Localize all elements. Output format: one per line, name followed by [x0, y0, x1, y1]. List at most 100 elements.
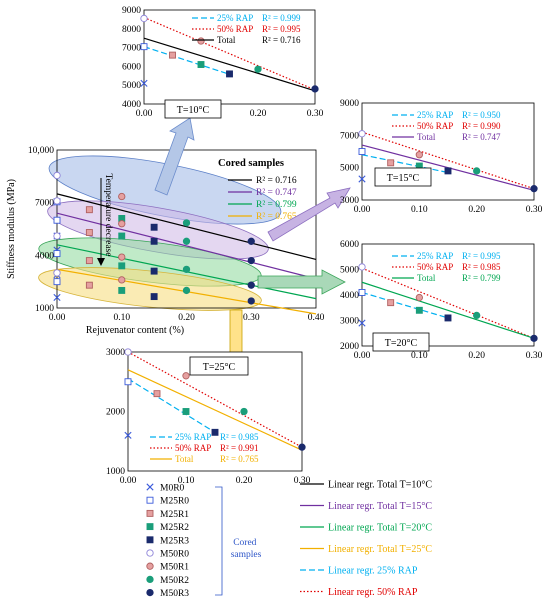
arrow-to-20c: [257, 269, 346, 295]
main-chart: 1000 4000 7000 10,000 0.00 0.10 0.20 0.30 0.40 S…: [6, 146, 325, 336]
marker-m50r1: [415, 151, 423, 159]
main-r2-10c: R² = 0.716: [256, 176, 297, 186]
main-trend-line: [56, 193, 317, 261]
marker-m25r3: [226, 70, 233, 78]
marker-m25r2: [118, 286, 126, 294]
line-legend-label: Linear regr. 50% RAP: [328, 587, 418, 598]
marker-m25r1: [85, 281, 93, 289]
ytick-label: 1000: [106, 467, 125, 477]
marker-m50r1: [118, 192, 126, 201]
marker-legend-label: M25R2: [160, 523, 189, 533]
marker-m25r2: [118, 262, 126, 270]
xtick-label: 0.00: [354, 205, 371, 215]
marker-m0r0-b: [124, 431, 132, 439]
marker-m25r3: [146, 536, 154, 544]
marker-m25r0: [53, 278, 61, 286]
xtick-label: 0.20: [250, 109, 267, 119]
marker-m50r1: [182, 372, 190, 380]
marker-m50r2: [182, 286, 191, 295]
marker-m50r3: [298, 443, 306, 451]
main-r2-legend: R² = 0.716 R² = 0.747 R² = 0.799 R² = 0.…: [228, 176, 297, 222]
panel-20c-points: [358, 263, 538, 342]
xtick-label: 0.30: [526, 205, 543, 215]
panel-20c-lines: [361, 267, 535, 339]
marker-m25r3: [150, 223, 158, 231]
marker-m50r0: [53, 269, 61, 277]
main-ytick-label: 7000: [35, 199, 54, 209]
main-ylabel: Stiffness modulus (MPa): [6, 179, 17, 279]
marker-m25r3: [444, 167, 452, 175]
marker-m50r1: [118, 253, 126, 261]
legend-name: Total: [175, 454, 194, 464]
legend-r2: R² = 0.990: [462, 121, 501, 131]
marker-m25r3: [150, 237, 158, 245]
ytick-label: 3000: [340, 317, 359, 327]
legend-r2: R² = 0.747: [462, 132, 501, 142]
marker-m50r2: [254, 65, 262, 73]
arrow-to-10c: [154, 117, 195, 196]
ytick-label: 9000: [340, 99, 359, 109]
main-ytick-label: 4000: [35, 251, 54, 261]
legend-name: 25% RAP: [417, 251, 453, 261]
regression-line-25rap: [361, 154, 449, 174]
main-xtick-label: 0.40: [308, 313, 325, 323]
marker-m25r0: [53, 216, 61, 224]
xtick-label: 0.00: [120, 476, 137, 486]
marker-m25r1: [169, 51, 176, 59]
marker-legend-label: M25R0: [160, 497, 189, 507]
marker-m50r2: [182, 219, 191, 227]
xtick-label: 0.20: [468, 205, 485, 215]
marker-m25r1: [153, 390, 161, 398]
marker-m0r0-b: [146, 483, 154, 491]
ytick-label: 5000: [122, 81, 141, 91]
panel-20c-ticks: 2000 3000 4000 5000 6000 0.00 0.10 0.20 0.30: [340, 240, 543, 361]
legend-name: 25% RAP: [417, 110, 453, 120]
legend-name: Total: [417, 132, 436, 142]
ytick-label: 6000: [122, 62, 141, 72]
regression-line-50rap: [361, 267, 535, 339]
marker-m0r0: [146, 483, 154, 491]
regression-line-total: [361, 281, 535, 339]
marker-m0r0: [124, 431, 132, 439]
legend-name: 50% RAP: [175, 443, 211, 453]
legend-r2: R² = 0.799: [462, 273, 501, 283]
marker-m25r1: [85, 206, 93, 214]
line-legend-label: Linear regr. 25% RAP: [328, 566, 418, 577]
panel-10c: 4000500060007000800090000.000.100.200.30…: [122, 6, 324, 119]
marker-m50r2: [182, 237, 191, 245]
ytick-label: 3000: [106, 348, 125, 358]
xtick-label: 0.30: [307, 109, 324, 119]
marker-m50r0: [146, 549, 154, 557]
marker-m50r2: [473, 167, 481, 175]
marker-m50r0: [53, 197, 61, 205]
legend-r2: R² = 0.991: [220, 443, 259, 453]
cored-bracket: Cored samples: [215, 486, 262, 596]
marker-m25r2: [118, 232, 126, 240]
marker-m50r3: [146, 588, 154, 597]
marker-m25r1: [387, 299, 395, 307]
marker-m25r3: [150, 293, 158, 301]
marker-m25r1: [85, 257, 93, 265]
legend-r2: R² = 0.716: [262, 35, 301, 45]
panel-25c-ticks: 1000 2000 3000 0.00 0.10 0.20 0.30: [106, 348, 311, 486]
legend-r2: R² = 0.995: [462, 251, 501, 261]
marker-legend-label: M50R2: [160, 576, 189, 586]
panel-20c: 2000 3000 4000 5000 6000 0.00 0.10 0.20 0.30 25%…: [340, 240, 543, 361]
legend-r2: R² = 0.985: [220, 432, 259, 442]
xtick-label: 0.30: [294, 476, 311, 486]
marker-m25r2: [182, 408, 190, 415]
marker-legend-label: M50R3: [160, 589, 189, 599]
legend-name: Total: [217, 35, 236, 45]
main-ytick-label: 10,000: [28, 146, 54, 156]
legend-r2: R² = 0.985: [462, 262, 501, 272]
main-decrease-arrow-label: Temperature decrease: [103, 174, 113, 257]
marker-m25r2: [415, 306, 423, 314]
legend-r2: R² = 0.765: [220, 454, 259, 464]
arrow-to-15c: [267, 187, 351, 242]
main-trend-line: [56, 212, 317, 280]
ytick-label: 9000: [122, 6, 141, 16]
marker-m50r1: [197, 37, 205, 45]
panel-25c: 1000 2000 3000 0.00 0.10 0.20 0.30 25% RAP R² =…: [106, 348, 311, 486]
ytick-label: 4000: [340, 291, 359, 301]
